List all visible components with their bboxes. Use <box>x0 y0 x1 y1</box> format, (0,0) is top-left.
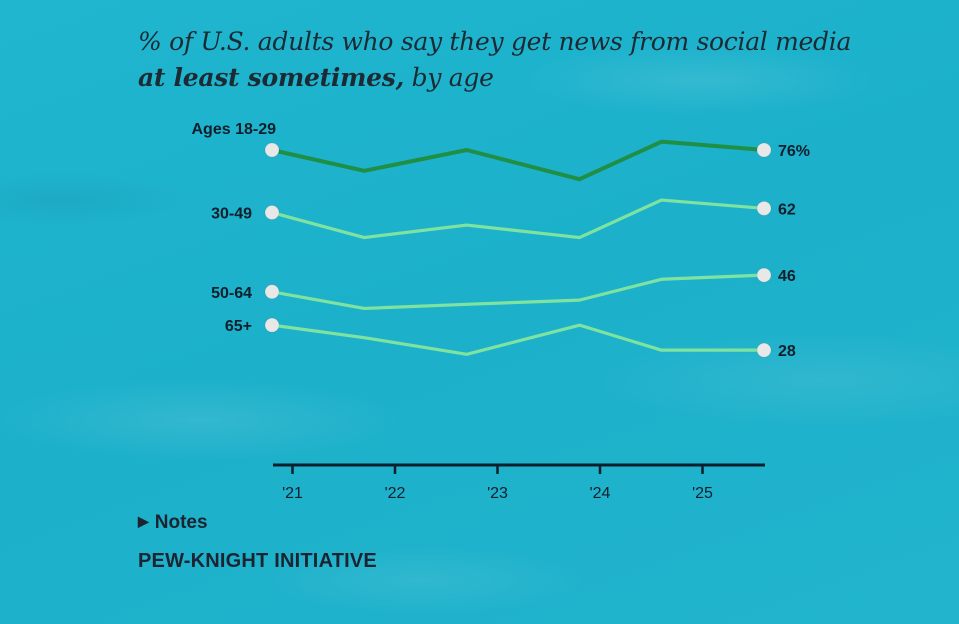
end-marker-30-49 <box>756 200 772 216</box>
x-tick-label-2024: '24 <box>590 485 611 502</box>
x-tick-label-2023: '23 <box>487 485 508 502</box>
end-value-label-50-64: 46 <box>778 268 796 285</box>
x-tick-label-2025: '25 <box>692 485 713 502</box>
start-marker-65 <box>264 317 280 333</box>
end-value-label-30-49: 62 <box>778 201 796 218</box>
series-line-ages-18-29 <box>270 139 766 182</box>
title-line-2-rest: by age <box>403 63 494 92</box>
title-emphasis: at least sometimes, <box>138 63 404 92</box>
x-tick-label-2021: '21 <box>282 485 303 502</box>
x-axis: '21 '22 '23 '24 '25 <box>273 463 765 502</box>
notes-toggle[interactable]: ▶ Notes <box>138 512 208 534</box>
end-value-label-ages-18-29: 76% <box>778 143 810 160</box>
series-lines <box>270 139 766 356</box>
chart-title: % of U.S. adults who say they get news f… <box>138 24 858 96</box>
series-line-30-49 <box>270 198 766 240</box>
x-tick-label-2022: '22 <box>385 485 406 502</box>
start-marker-ages-18-29 <box>264 142 280 158</box>
notes-label: Notes <box>154 512 208 533</box>
series-label-30-49: 30-49 <box>211 206 252 223</box>
end-marker-50-64 <box>756 267 772 283</box>
triangle-right-icon: ▶ <box>138 513 149 529</box>
start-marker-30-49 <box>264 205 280 221</box>
series-line-65 <box>270 323 766 356</box>
title-line-1: % of U.S. adults who say they get news f… <box>138 27 852 56</box>
end-value-label-65: 28 <box>778 343 796 360</box>
series-label-50-64: 50-64 <box>211 285 252 302</box>
start-marker-50-64 <box>264 284 280 300</box>
series-label-65: 65+ <box>225 318 252 335</box>
series-line-50-64 <box>270 273 766 311</box>
series-label-ages-18-29: Ages 18-29 <box>192 121 277 138</box>
series-labels: Ages 18-29 76% 30-49 62 50-64 46 65+ 28 <box>192 121 811 360</box>
end-marker-65 <box>756 342 772 358</box>
end-marker-ages-18-29 <box>756 142 772 158</box>
series-markers <box>264 142 772 358</box>
source-credit: PEW-KNIGHT INITIATIVE <box>138 550 377 572</box>
